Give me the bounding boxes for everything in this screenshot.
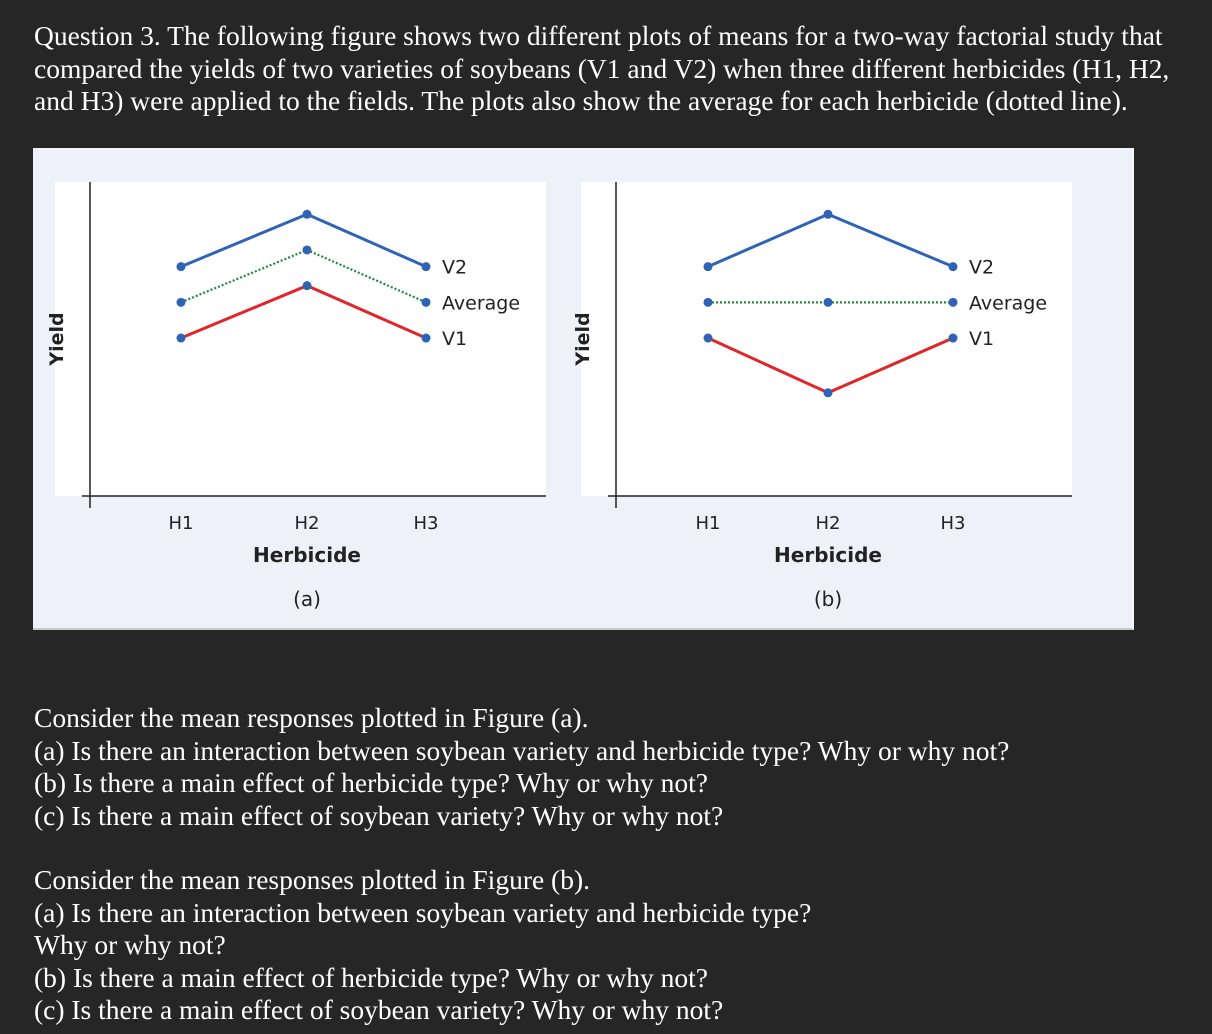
data-point-v1 — [948, 333, 958, 343]
data-point-v2 — [703, 262, 713, 272]
part-b-line: (a) Is there an interaction between soyb… — [34, 896, 812, 928]
data-point-v1 — [176, 333, 186, 343]
part-a-line: (b) Is there a main effect of herbicide … — [34, 767, 708, 798]
part-a-line: Consider the mean responses plotted in F… — [34, 702, 589, 733]
part-b-line: (c) Is there a main effect of soybean va… — [34, 994, 724, 1025]
data-point-v2 — [176, 262, 186, 272]
x-tick-label: H2 — [816, 513, 841, 534]
y-axis-label: Yield — [572, 312, 594, 366]
x-axis-label: Herbicide — [774, 543, 882, 567]
chart-b: Yield H1 H2 H3 Herbicide (b) V2 Average V1 — [572, 182, 1072, 611]
data-point-v2 — [948, 262, 958, 272]
plot-area — [55, 182, 546, 496]
data-point-v1 — [302, 281, 312, 291]
question-line: compared the yields of two varieties of … — [34, 52, 1170, 84]
question-line: Question 3. The following figure shows t… — [34, 20, 1163, 51]
x-tick-label: H1 — [696, 513, 721, 534]
data-point-v2 — [302, 209, 312, 219]
data-point-average — [421, 297, 431, 307]
series-label-v2: V2 — [442, 257, 467, 279]
part-b-line: Why or why not? — [34, 929, 226, 960]
part-a-line: (a) Is there an interaction between soyb… — [34, 734, 1010, 766]
series-label-v2: V2 — [969, 257, 994, 279]
series-label-v1: V1 — [969, 328, 994, 350]
data-point-average — [948, 297, 958, 307]
panel-caption: (b) — [814, 587, 842, 611]
part-b-line: Consider the mean responses plotted in F… — [34, 864, 591, 895]
figure-panel: Yield H1 H2 H3 Herbicide (a) V2 Average V1 Yield H… — [33, 148, 1134, 630]
panel-caption: (a) — [293, 587, 321, 611]
part-a-line: (c) Is there a main effect of soybean va… — [34, 799, 724, 831]
question-text: Question 3. The following figure shows t… — [34, 20, 1204, 118]
data-point-v2 — [823, 209, 833, 219]
interaction-plots: Yield H1 H2 H3 Herbicide (a) V2 Average V1 Yield H… — [46, 182, 1072, 611]
question-line: and H3) were applied to the fields. The … — [34, 85, 1128, 116]
x-tick-label: H1 — [169, 513, 194, 534]
x-tick-label: H3 — [414, 513, 439, 534]
data-point-v1 — [703, 333, 713, 343]
series-label-average: Average — [969, 292, 1047, 314]
data-point-average — [302, 245, 312, 255]
part-a-questions: Consider the mean responses plotted in F… — [34, 702, 1009, 832]
data-point-average — [176, 297, 186, 307]
x-tick-label: H2 — [295, 513, 320, 534]
series-label-v1: V1 — [442, 328, 467, 350]
x-axis-label: Herbicide — [253, 543, 361, 567]
data-point-average — [823, 297, 833, 307]
data-point-v1 — [823, 388, 833, 398]
chart-a: Yield H1 H2 H3 Herbicide (a) V2 Average V1 — [46, 182, 546, 611]
data-point-v1 — [421, 333, 431, 343]
plot-area — [581, 182, 1072, 496]
y-axis-label: Yield — [46, 312, 68, 366]
part-b-questions: Consider the mean responses plotted in F… — [34, 864, 811, 1027]
data-point-v2 — [421, 262, 431, 272]
series-label-average: Average — [442, 292, 520, 314]
x-tick-label: H3 — [941, 513, 966, 534]
part-b-line: (b) Is there a main effect of herbicide … — [34, 961, 708, 993]
data-point-average — [703, 297, 713, 307]
